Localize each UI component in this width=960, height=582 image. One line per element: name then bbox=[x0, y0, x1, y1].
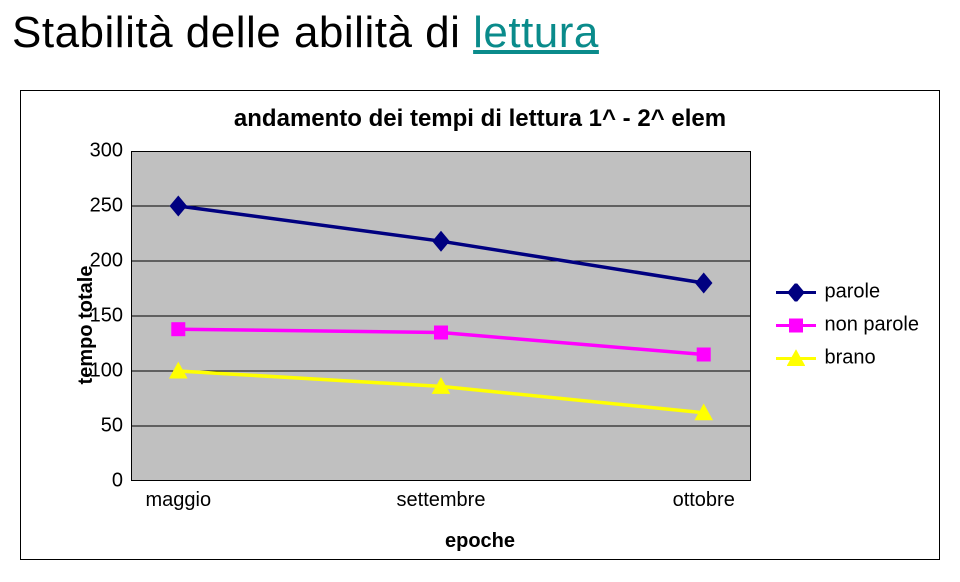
plot-area: 050100150200250300 maggiosettembreottobr… bbox=[131, 151, 751, 481]
legend-label: parole bbox=[824, 281, 880, 304]
ytick-label: 200 bbox=[90, 250, 123, 273]
diamond-icon bbox=[787, 283, 805, 301]
xtick-label: ottobre bbox=[673, 489, 735, 512]
page-root: Stabilità delle abilità di lettura andam… bbox=[0, 0, 960, 582]
chart-frame: andamento dei tempi di lettura 1^ - 2^ e… bbox=[20, 90, 940, 560]
legend-label: brano bbox=[824, 347, 875, 370]
xtick-label: maggio bbox=[145, 489, 211, 512]
ytick-label: 100 bbox=[90, 360, 123, 383]
plot-svg bbox=[131, 151, 751, 481]
legend-swatch bbox=[776, 284, 816, 300]
page-title: Stabilità delle abilità di lettura bbox=[12, 8, 599, 58]
legend-item: non parole bbox=[776, 314, 919, 337]
x-axis-label: epoche bbox=[21, 530, 939, 553]
ytick-label: 300 bbox=[90, 140, 123, 163]
legend-item: brano bbox=[776, 347, 919, 370]
legend-label: non parole bbox=[824, 314, 919, 337]
ytick-label: 250 bbox=[90, 195, 123, 218]
legend-swatch bbox=[776, 350, 816, 366]
square-icon bbox=[787, 316, 805, 334]
ytick-label: 150 bbox=[90, 305, 123, 328]
legend-swatch bbox=[776, 317, 816, 333]
chart-title: andamento dei tempi di lettura 1^ - 2^ e… bbox=[21, 105, 939, 133]
legend: parole non parole brano bbox=[776, 281, 919, 370]
xtick-label: settembre bbox=[397, 489, 486, 512]
legend-item: parole bbox=[776, 281, 919, 304]
page-title-plain: Stabilità delle abilità di bbox=[12, 8, 473, 57]
triangle-icon bbox=[787, 349, 805, 367]
ytick-label: 0 bbox=[112, 470, 123, 493]
ytick-label: 50 bbox=[101, 415, 123, 438]
page-title-link[interactable]: lettura bbox=[473, 8, 599, 57]
